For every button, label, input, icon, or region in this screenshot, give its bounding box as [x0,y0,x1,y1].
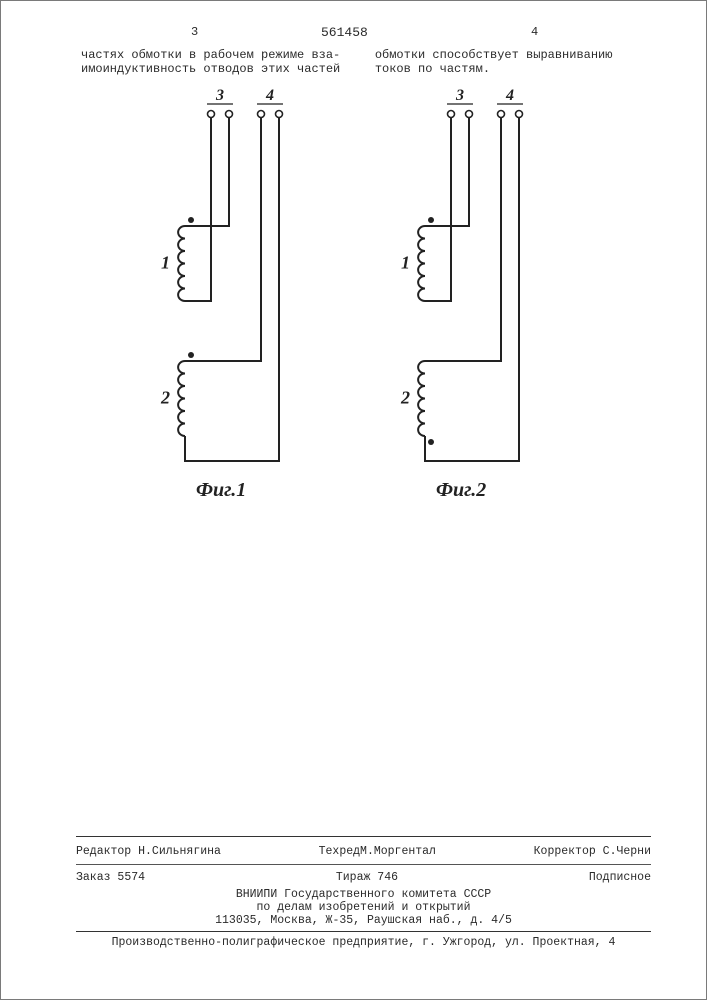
svg-text:1: 1 [401,253,410,273]
press-line: Производственно-полиграфическое предприя… [76,936,651,949]
text-column-right: обмотки способствует выравниванию токов … [375,48,646,76]
svg-text:1: 1 [161,253,170,273]
svg-text:4: 4 [505,87,514,104]
credits-row-2: Заказ 5574 Тираж 746 Подписное [76,867,651,888]
print-run: Тираж 746 [336,871,398,884]
svg-text:Фиг.2: Фиг.2 [436,479,486,501]
techred: ТехредМ.Моргентал [319,845,436,858]
corrector: Корректор С.Черни [534,845,651,858]
svg-text:4: 4 [265,87,274,104]
credits-row-1: Редактор Н.Сильнягина ТехредМ.Моргентал … [76,841,651,862]
editor: Редактор Н.Сильнягина [76,845,221,858]
divider [76,836,651,837]
svg-text:2: 2 [160,388,170,408]
circuit-diagrams: 3 4 1 2 Фиг.1 3 4 1 2 Фиг.2 [81,86,641,546]
svg-text:2: 2 [400,388,410,408]
patent-number: 561458 [321,25,368,40]
svg-text:Фиг.1: Фиг.1 [196,479,246,501]
figures-region: 3 4 1 2 Фиг.1 3 4 1 2 Фиг.2 [81,86,646,546]
svg-text:3: 3 [455,87,464,104]
subscription: Подписное [589,871,651,884]
divider [76,864,651,865]
patent-page: 3 561458 4 частях обмотки в рабочем режи… [0,0,707,1000]
footer-block: Редактор Н.Сильнягина ТехредМ.Моргентал … [76,830,651,949]
publisher-line-2: по делам изобретений и открытий [76,901,651,914]
page-num-right: 4 [531,25,538,39]
text-column-left: частях обмотки в рабочем режиме вза­имои… [81,48,352,76]
publisher-line-3: 113035, Москва, Ж-35, Раушская наб., д. … [76,914,651,927]
divider [76,931,651,932]
publisher-line-1: ВНИИПИ Государственного комитета СССР [76,888,651,901]
order: Заказ 5574 [76,871,145,884]
svg-text:3: 3 [215,87,224,104]
page-num-left: 3 [191,25,198,39]
